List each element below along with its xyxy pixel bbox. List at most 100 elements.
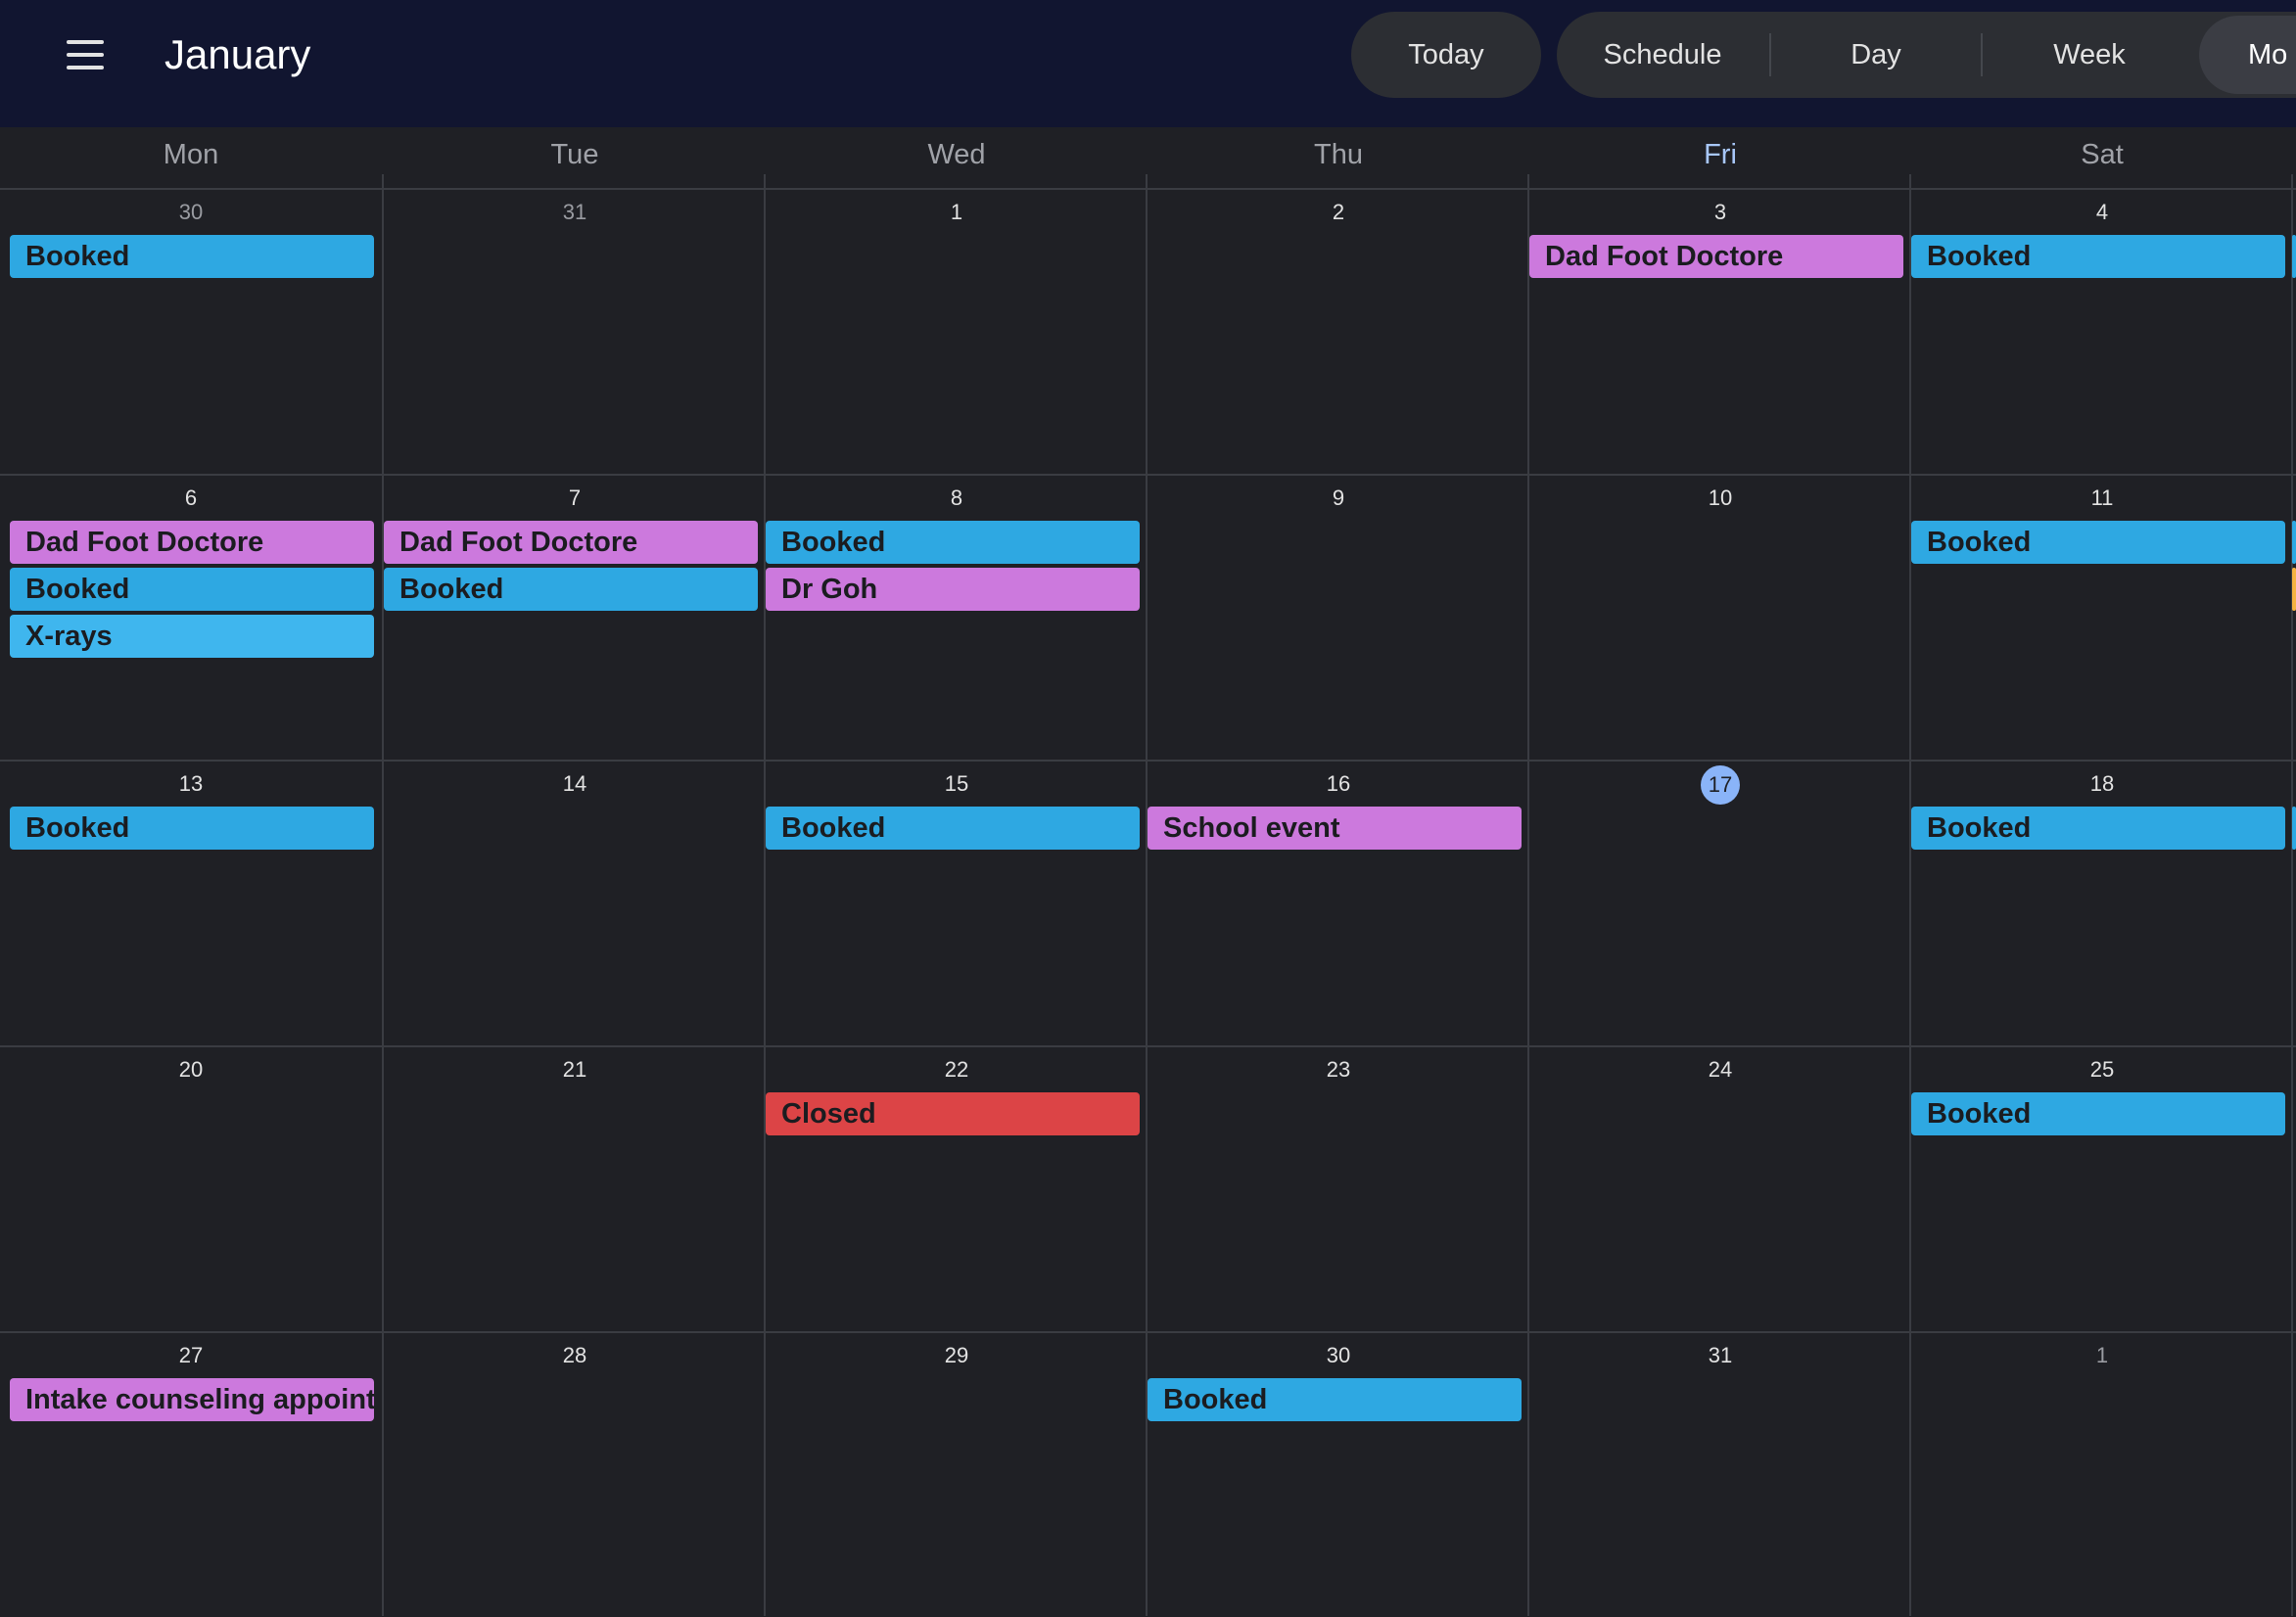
day-cell[interactable]: 16 School event bbox=[1148, 762, 1529, 1045]
day-cell[interactable]: 9 bbox=[1148, 476, 1529, 760]
view-day-button[interactable]: Day bbox=[1851, 38, 1901, 70]
day-cell[interactable]: 4 Booked bbox=[1911, 190, 2293, 474]
grid-column-divider bbox=[382, 174, 384, 1616]
event-chip[interactable]: Booked bbox=[10, 568, 374, 611]
day-cell[interactable]: 3 Dad Foot Doctore bbox=[1529, 190, 1911, 474]
day-number: 2 bbox=[1332, 200, 1345, 224]
day-cell[interactable]: 1 bbox=[766, 190, 1148, 474]
event-chip[interactable]: Booked bbox=[384, 568, 758, 611]
day-cell[interactable]: 1 bbox=[1911, 1333, 2293, 1617]
event-chip[interactable]: Booked bbox=[1911, 807, 2285, 850]
day-cell[interactable]: 18 Booked bbox=[1911, 762, 2293, 1045]
day-number: 16 bbox=[1326, 771, 1351, 796]
event-chip[interactable]: Intake counseling appointm bbox=[10, 1378, 374, 1421]
day-number: 22 bbox=[944, 1057, 969, 1082]
grid-column-divider bbox=[1146, 174, 1148, 1616]
offscreen-event-chip[interactable] bbox=[2292, 235, 2296, 278]
day-number: 27 bbox=[178, 1343, 204, 1367]
event-chip[interactable]: School event bbox=[1148, 807, 1522, 850]
event-chip[interactable]: Booked bbox=[1148, 1378, 1522, 1421]
day-number: 1 bbox=[2095, 1343, 2109, 1367]
day-number: 31 bbox=[562, 200, 587, 224]
weekday-header-fri: Fri bbox=[1704, 139, 1737, 170]
day-number: 10 bbox=[1708, 485, 1733, 510]
day-cell[interactable]: 25 Booked bbox=[1911, 1047, 2293, 1331]
today-button[interactable]: Today bbox=[1351, 12, 1541, 98]
day-cell[interactable]: 24 bbox=[1529, 1047, 1911, 1331]
day-cell[interactable]: 30 Booked bbox=[0, 190, 382, 474]
day-number: 29 bbox=[944, 1343, 969, 1367]
day-cell[interactable]: 23 bbox=[1148, 1047, 1529, 1331]
day-cell[interactable]: 14 bbox=[384, 762, 766, 1045]
day-cell[interactable]: 27 Intake counseling appointm bbox=[0, 1333, 382, 1617]
grid-row-divider bbox=[0, 474, 2296, 476]
day-cell[interactable]: 10 bbox=[1529, 476, 1911, 760]
event-chip[interactable]: Closed bbox=[766, 1092, 1140, 1135]
day-number: 30 bbox=[178, 200, 204, 224]
day-cell[interactable]: 21 bbox=[384, 1047, 766, 1331]
top-app-bar: January Today Schedule Day Week Mo bbox=[0, 0, 2296, 127]
header-divider bbox=[0, 188, 2296, 190]
event-chip[interactable]: Booked bbox=[10, 235, 374, 278]
page-title: January bbox=[164, 31, 311, 77]
day-number: 4 bbox=[2095, 200, 2109, 224]
event-chip[interactable]: Booked bbox=[766, 521, 1140, 564]
day-number: 28 bbox=[562, 1343, 587, 1367]
offscreen-event-chip[interactable] bbox=[2292, 807, 2296, 850]
day-number: 11 bbox=[2090, 485, 2114, 510]
divider bbox=[1981, 33, 1983, 76]
today-date-indicator: 17 bbox=[1701, 765, 1740, 805]
day-cell[interactable]: 15 Booked bbox=[766, 762, 1148, 1045]
day-number: 13 bbox=[178, 771, 204, 796]
day-cell[interactable]: 6 Dad Foot Doctore Booked X-rays bbox=[0, 476, 382, 760]
day-cell[interactable]: 2 bbox=[1148, 190, 1529, 474]
event-chip[interactable]: Dad Foot Doctore bbox=[10, 521, 374, 564]
day-number: 9 bbox=[1332, 485, 1345, 510]
day-number: 3 bbox=[1713, 200, 1727, 224]
day-cell[interactable]: 20 bbox=[0, 1047, 382, 1331]
view-switcher: Schedule Day Week Mo bbox=[1557, 12, 2296, 98]
day-number: 24 bbox=[1708, 1057, 1733, 1082]
offscreen-event-chip[interactable] bbox=[2292, 568, 2296, 611]
weekday-header-wed: Wed bbox=[927, 139, 986, 170]
day-cell[interactable]: 8 Booked Dr Goh bbox=[766, 476, 1148, 760]
hamburger-menu-icon[interactable] bbox=[55, 29, 117, 80]
day-cell[interactable]: 13 Booked bbox=[0, 762, 382, 1045]
event-chip[interactable]: Booked bbox=[1911, 1092, 2285, 1135]
event-chip[interactable]: Booked bbox=[10, 807, 374, 850]
event-chip[interactable]: Booked bbox=[1911, 235, 2285, 278]
day-number: 18 bbox=[2089, 771, 2115, 796]
day-number: 14 bbox=[562, 771, 587, 796]
weekday-header-thu: Thu bbox=[1314, 139, 1363, 170]
grid-column-divider bbox=[1909, 174, 1911, 1616]
event-chip[interactable]: Dad Foot Doctore bbox=[384, 521, 758, 564]
weekday-header-mon: Mon bbox=[163, 139, 219, 170]
grid-row-divider bbox=[0, 1045, 2296, 1047]
day-cell[interactable]: 30 Booked bbox=[1148, 1333, 1529, 1617]
day-cell[interactable]: 31 bbox=[1529, 1333, 1911, 1617]
day-cell[interactable]: 29 bbox=[766, 1333, 1148, 1617]
day-number: 31 bbox=[1708, 1343, 1733, 1367]
view-schedule-button[interactable]: Schedule bbox=[1603, 38, 1722, 70]
weekday-header-tue: Tue bbox=[550, 139, 599, 170]
day-number: 25 bbox=[2089, 1057, 2115, 1082]
day-cell[interactable]: 22 Closed bbox=[766, 1047, 1148, 1331]
grid-row-divider bbox=[0, 1331, 2296, 1333]
event-chip[interactable]: Dad Foot Doctore bbox=[1529, 235, 1903, 278]
view-month-button[interactable]: Mo bbox=[2199, 16, 2296, 94]
day-cell[interactable]: 17 bbox=[1529, 762, 1911, 1045]
grid-column-divider bbox=[764, 174, 766, 1616]
event-chip[interactable]: Booked bbox=[766, 807, 1140, 850]
weekday-header-sat: Sat bbox=[2081, 139, 2124, 170]
day-number: 7 bbox=[568, 485, 582, 510]
day-number: 30 bbox=[1326, 1343, 1351, 1367]
day-cell[interactable]: 7 Dad Foot Doctore Booked bbox=[384, 476, 766, 760]
event-chip[interactable]: X-rays bbox=[10, 615, 374, 658]
event-chip[interactable]: Booked bbox=[1911, 521, 2285, 564]
offscreen-event-chip[interactable] bbox=[2292, 521, 2296, 564]
view-week-button[interactable]: Week bbox=[2053, 38, 2126, 70]
day-cell[interactable]: 11 Booked bbox=[1911, 476, 2293, 760]
day-cell[interactable]: 28 bbox=[384, 1333, 766, 1617]
event-chip[interactable]: Dr Goh bbox=[766, 568, 1140, 611]
day-cell[interactable]: 31 bbox=[384, 190, 766, 474]
